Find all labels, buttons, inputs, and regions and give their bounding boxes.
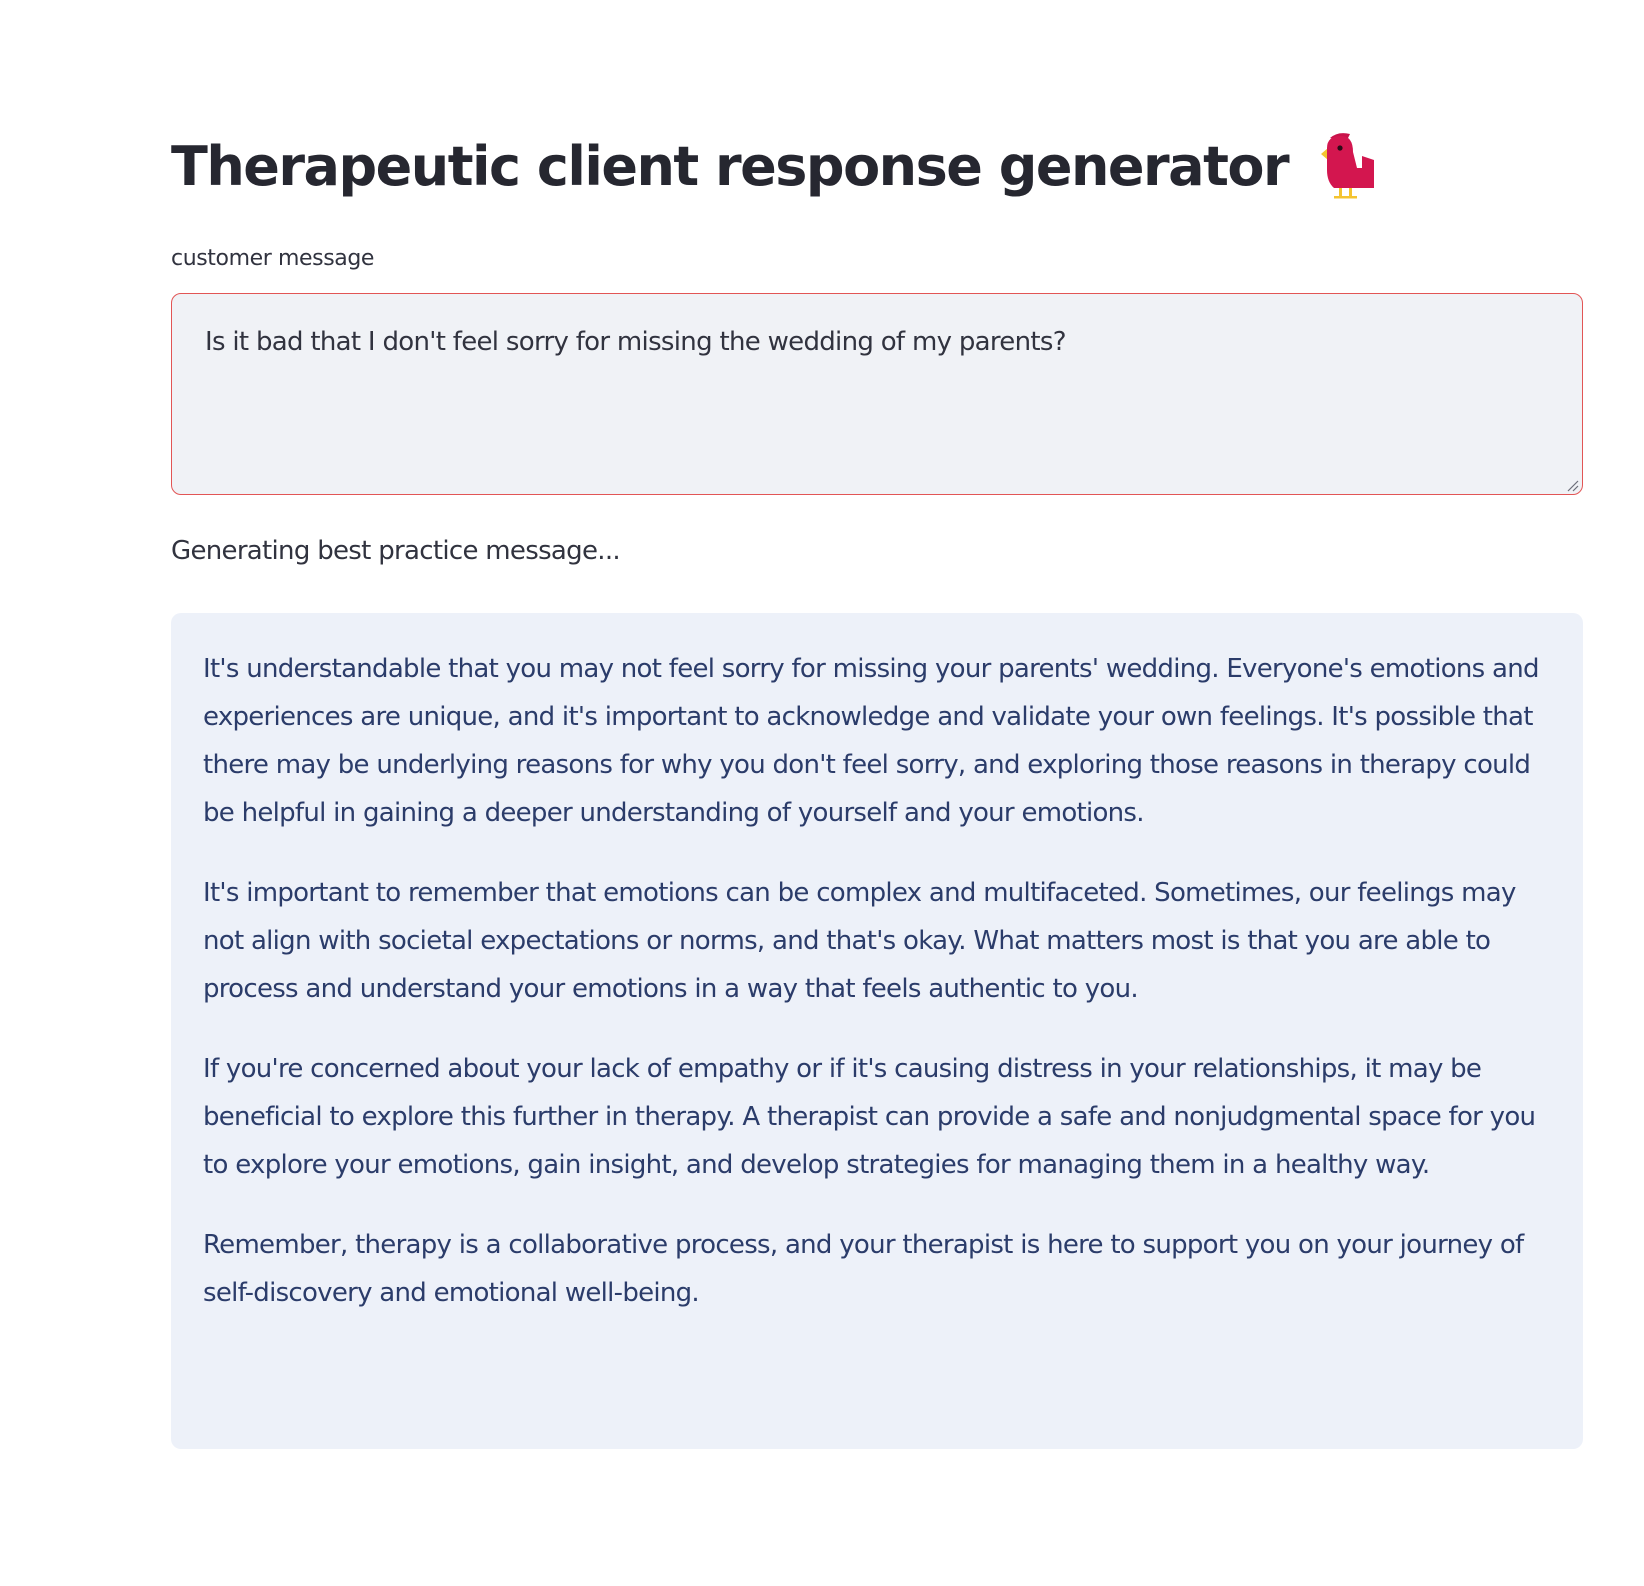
bird-icon: [1314, 130, 1380, 202]
customer-message-input[interactable]: Is it bad that I don't feel sorry for mi…: [171, 293, 1583, 495]
generated-response-box: It's understandable that you may not fee…: [171, 613, 1583, 1449]
response-paragraph: It's understandable that you may not fee…: [203, 654, 1540, 828]
resize-handle-icon[interactable]: [1565, 477, 1579, 492]
response-paragraph: It's important to remember that emotions…: [203, 878, 1516, 1004]
page-header: Therapeutic client response generator: [171, 126, 1380, 206]
response-paragraph: If you're concerned about your lack of e…: [203, 1054, 1536, 1180]
response-paragraph: Remember, therapy is a collaborative pro…: [203, 1230, 1524, 1308]
message-label: customer message: [171, 246, 375, 271]
page-title: Therapeutic client response generator: [171, 134, 1290, 198]
customer-message-value[interactable]: Is it bad that I don't feel sorry for mi…: [205, 327, 1066, 357]
status-message: Generating best practice message...: [171, 536, 621, 566]
